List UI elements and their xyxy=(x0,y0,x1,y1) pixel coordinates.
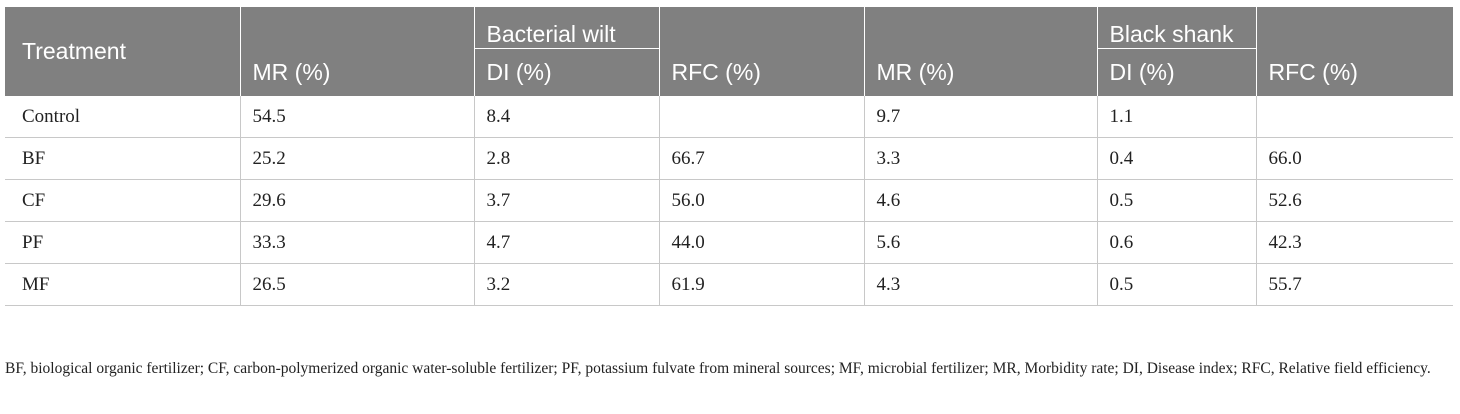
table-cell: 3.2 xyxy=(474,263,660,306)
header-blank xyxy=(240,7,475,49)
table-row: Control 54.5 8.4 9.7 1.1 xyxy=(5,96,1453,138)
table-cell: 52.6 xyxy=(1256,179,1453,222)
table-cell: 29.6 xyxy=(240,179,475,222)
table-cell: 0.4 xyxy=(1097,137,1257,180)
table-cell: 4.3 xyxy=(864,263,1098,306)
row-label: Control xyxy=(5,96,241,138)
table-cell: 0.6 xyxy=(1097,221,1257,264)
table-cell: 66.7 xyxy=(659,137,865,180)
table-cell: 56.0 xyxy=(659,179,865,222)
table-footnote: BF, biological organic fertilizer; CF, c… xyxy=(5,360,1431,377)
table-cell: 25.2 xyxy=(240,137,475,180)
header-blank xyxy=(1256,7,1453,49)
table-cell: 61.9 xyxy=(659,263,865,306)
row-label: BF xyxy=(5,137,241,180)
table-cell: 8.4 xyxy=(474,96,660,138)
table-cell: 44.0 xyxy=(659,221,865,264)
table-cell: 0.5 xyxy=(1097,263,1257,306)
row-label: PF xyxy=(5,221,241,264)
group-header-black-shank: Black shank xyxy=(1097,7,1257,49)
subheader-di: DI (%) xyxy=(474,48,660,96)
treatment-header: Treatment xyxy=(5,7,241,96)
table-cell: 4.6 xyxy=(864,179,1098,222)
subheader-mr: MR (%) xyxy=(240,48,475,96)
group-header-bacterial-wilt: Bacterial wilt xyxy=(474,7,660,49)
table-cell xyxy=(659,96,865,138)
table-row: BF 25.2 2.8 66.7 3.3 0.4 66.0 xyxy=(5,137,1453,180)
subheader-mr: MR (%) xyxy=(864,48,1098,96)
table-cell: 9.7 xyxy=(864,96,1098,138)
results-table-container: Treatment Bacterial wilt Black shank MR … xyxy=(5,7,1453,306)
table-body: Control 54.5 8.4 9.7 1.1 BF 25.2 2.8 66.… xyxy=(5,96,1453,306)
table-cell: 3.3 xyxy=(864,137,1098,180)
table-cell xyxy=(1256,96,1453,138)
subheader-di: DI (%) xyxy=(1097,48,1257,96)
header-blank xyxy=(659,7,865,49)
table-cell: 5.6 xyxy=(864,221,1098,264)
table-cell: 26.5 xyxy=(240,263,475,306)
header-blank xyxy=(864,7,1098,49)
table-row: CF 29.6 3.7 56.0 4.6 0.5 52.6 xyxy=(5,179,1453,222)
row-label: CF xyxy=(5,179,241,222)
table-cell: 3.7 xyxy=(474,179,660,222)
row-label: MF xyxy=(5,263,241,306)
table-cell: 0.5 xyxy=(1097,179,1257,222)
table-cell: 66.0 xyxy=(1256,137,1453,180)
table-header: Treatment Bacterial wilt Black shank MR … xyxy=(5,7,1453,96)
table-cell: 4.7 xyxy=(474,221,660,264)
disease-results-table: Treatment Bacterial wilt Black shank MR … xyxy=(5,7,1453,306)
table-cell: 1.1 xyxy=(1097,96,1257,138)
table-cell: 55.7 xyxy=(1256,263,1453,306)
subheader-rfc: RFC (%) xyxy=(1256,48,1453,96)
table-cell: 33.3 xyxy=(240,221,475,264)
table-cell: 2.8 xyxy=(474,137,660,180)
table-cell: 54.5 xyxy=(240,96,475,138)
table-row: PF 33.3 4.7 44.0 5.6 0.6 42.3 xyxy=(5,221,1453,264)
table-row: MF 26.5 3.2 61.9 4.3 0.5 55.7 xyxy=(5,263,1453,306)
table-cell: 42.3 xyxy=(1256,221,1453,264)
subheader-rfc: RFC (%) xyxy=(659,48,865,96)
